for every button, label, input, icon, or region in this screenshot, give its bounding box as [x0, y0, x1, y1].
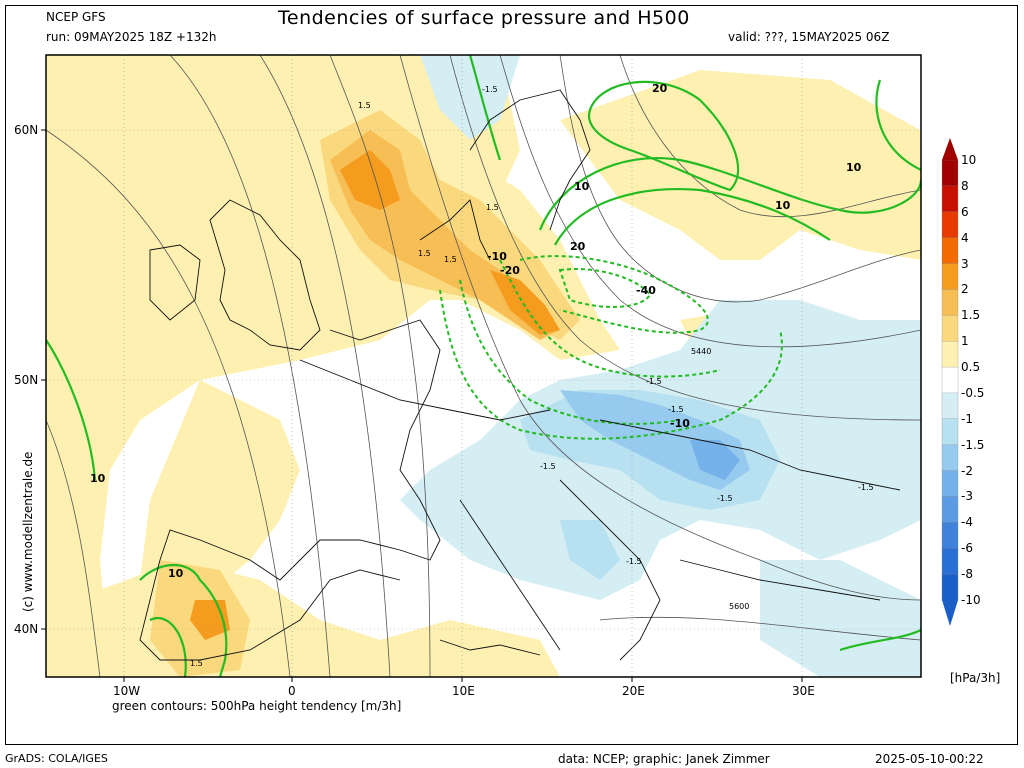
colorbar-label: 10 — [961, 153, 977, 167]
colorbar-label: -10 — [961, 593, 981, 607]
green-label: 10 — [90, 472, 106, 485]
h500-negative-contours — [439, 255, 783, 440]
colorbar-label: 8 — [961, 178, 969, 193]
green-label: 10 — [574, 180, 590, 193]
colorbar-swatch — [941, 418, 959, 446]
colorbar-label: 3 — [961, 256, 969, 271]
positive-tendency-areas — [46, 55, 921, 677]
gray-label: -1.5 — [668, 405, 684, 414]
colorbar-swatch — [941, 573, 959, 601]
green-label: 20 — [570, 240, 586, 253]
green-label: 20 — [652, 82, 668, 95]
colorbar-label: -8 — [961, 567, 973, 582]
figure-frame — [5, 5, 1018, 745]
colorbar-swatch — [941, 548, 959, 575]
lon-label: 10E — [452, 684, 475, 698]
legend-note: green contours: 500hPa height tendency [… — [112, 699, 402, 713]
colorbar-label: -1.5 — [961, 437, 985, 452]
data-credit: data: NCEP; graphic: Janek Zimmer — [558, 752, 770, 766]
gray-label: 1.5 — [358, 101, 371, 110]
height-label: 5600 — [729, 602, 749, 611]
colorbar-top-arrow — [942, 138, 958, 160]
gray-label: -1.5 — [858, 483, 874, 492]
colorbar-label: 0.5 — [961, 360, 981, 375]
colorbar — [941, 138, 959, 626]
green-label: 10 — [775, 199, 791, 212]
gray-label: 1.5 — [418, 249, 431, 258]
colorbar-swatch — [941, 263, 959, 291]
coastlines — [139, 89, 901, 661]
green-label: -10 — [487, 250, 507, 263]
lat-label: 60N — [14, 123, 39, 137]
valid-time: valid: ???, 15MAY2025 06Z — [728, 30, 890, 44]
timestamp: 2025-05-10-00:22 — [875, 752, 984, 766]
colorbar-swatch — [941, 392, 959, 420]
colorbar-swatch — [941, 522, 959, 549]
negative-tendency-areas — [400, 55, 921, 677]
lon-label: 0 — [288, 684, 296, 698]
run-info: run: 09MAY2025 18Z +132h — [46, 30, 217, 44]
green-label: -20 — [500, 264, 520, 277]
lon-label: 30E — [792, 684, 815, 698]
green-label: -40 — [636, 284, 656, 297]
gray-label: -1.5 — [482, 85, 498, 94]
colorbar-label: 1.5 — [961, 308, 981, 323]
colorbar-swatch — [941, 211, 959, 239]
colorbar-unit: [hPa/3h] — [950, 671, 1001, 685]
green-label: 10 — [846, 161, 862, 174]
colorbar-swatch — [941, 237, 959, 265]
colorbar-label: -1 — [961, 411, 973, 426]
colorbar-label: -0.5 — [961, 385, 985, 400]
colorbar-label: 1 — [961, 334, 969, 349]
colorbar-swatch — [941, 470, 959, 498]
colorbar-swatch — [941, 315, 959, 342]
watermark: (c) www.modellzentrale.de — [21, 451, 35, 612]
h500-tendency-contours — [46, 55, 921, 677]
geopotential-lines — [46, 55, 921, 677]
colorbar-label: 6 — [961, 204, 969, 219]
lon-label: 10W — [113, 684, 141, 698]
colorbar-swatch — [941, 496, 959, 524]
colorbar-label: -6 — [961, 541, 973, 556]
green-label: 10 — [168, 567, 184, 580]
page-title: Tendencies of surface pressure and H500 — [278, 7, 690, 29]
gray-label: -1.5 — [717, 494, 733, 503]
colorbar-label: 2 — [961, 282, 969, 297]
lat-label: 40N — [14, 622, 39, 636]
green-label: -10 — [670, 417, 690, 430]
colorbar-swatch — [941, 159, 959, 187]
gray-label: -1.5 — [646, 377, 662, 386]
colorbar-swatch — [941, 185, 959, 213]
colorbar-swatch — [941, 289, 959, 316]
lon-label: 20E — [622, 684, 645, 698]
colorbar-swatch — [941, 341, 959, 368]
gray-label: 1.5 — [190, 659, 203, 668]
grads-credit: GrADS: COLA/IGES — [5, 752, 108, 765]
colorbar-label: -4 — [961, 515, 973, 530]
lat-label: 50N — [14, 373, 39, 387]
colorbar-swatch — [941, 366, 959, 394]
colorbar-label: 4 — [961, 230, 969, 245]
gray-label: 1.5 — [444, 255, 457, 264]
colorbar-swatch — [941, 444, 959, 472]
height-label: 5440 — [691, 347, 711, 356]
colorbar-label: -2 — [961, 463, 973, 478]
gray-label: -1.5 — [540, 462, 556, 471]
model-name: NCEP GFS — [46, 10, 106, 24]
colorbar-label: -3 — [961, 489, 973, 504]
colorbar-bottom-arrow — [942, 600, 958, 626]
map-border — [45, 54, 922, 678]
gray-label: -1.5 — [626, 557, 642, 566]
gray-label: 1.5 — [486, 203, 499, 212]
